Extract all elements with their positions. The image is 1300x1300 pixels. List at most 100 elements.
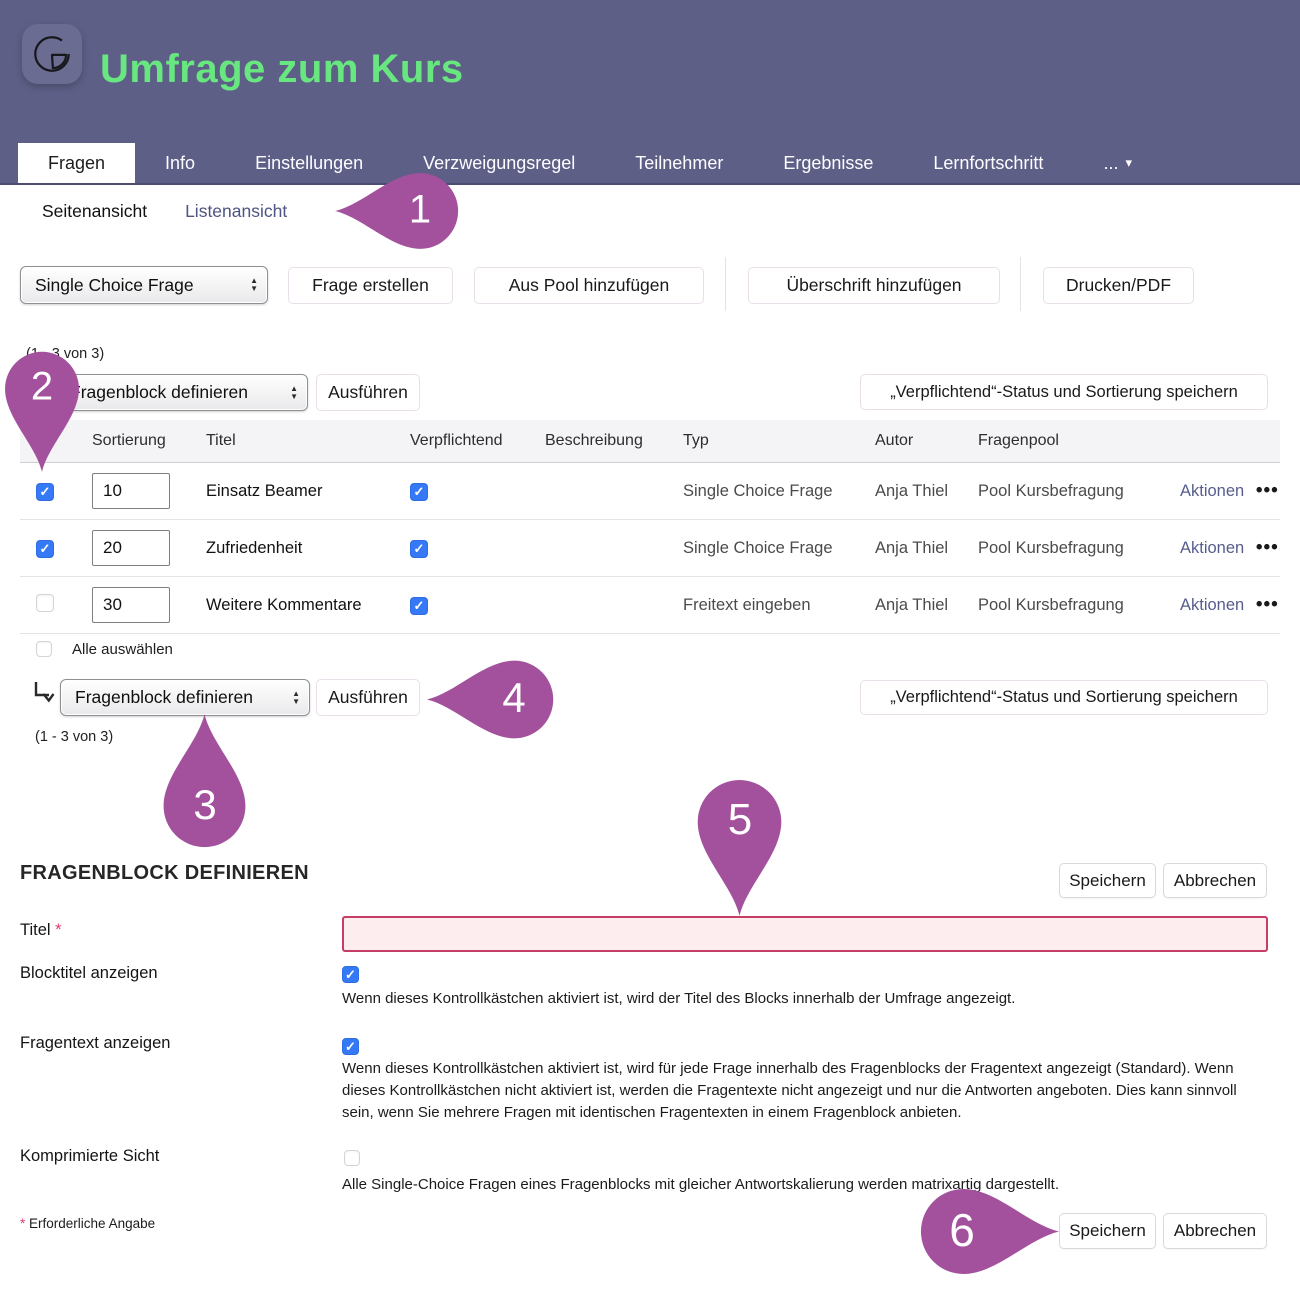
row-title: Zufriedenheit: [206, 538, 303, 557]
result-count-bottom: (1 - 3 von 3): [35, 729, 114, 745]
annotation-marker-2: [0, 350, 84, 472]
annotation-marker-3-number: 3: [193, 781, 217, 829]
execute-button-top[interactable]: Ausführen: [316, 374, 420, 411]
g-logo-icon: [34, 36, 70, 72]
print-pdf-button[interactable]: Drucken/PDF: [1043, 267, 1194, 304]
fragentext-label: Fragentext anzeigen: [20, 1034, 171, 1052]
actions-menu-icon[interactable]: •••: [1255, 594, 1279, 615]
required-asterisk: *: [20, 1216, 26, 1231]
annotation-marker-5: [692, 778, 787, 916]
tab-lernfortschritt[interactable]: Lernfortschritt: [933, 152, 1044, 173]
required-asterisk: *: [55, 921, 62, 939]
execute-button-bottom[interactable]: Ausführen: [316, 679, 420, 716]
batch-action-select-top[interactable]: Fragenblock definieren ▲ ▼: [55, 374, 308, 411]
batch-action-select-bottom[interactable]: Fragenblock definieren ▲ ▼: [60, 679, 310, 716]
tab-ergebnisse[interactable]: Ergebnisse: [783, 152, 874, 173]
row-pool: Pool Kursbefragung: [978, 538, 1124, 557]
select-all-row: Alle auswählen: [20, 632, 173, 666]
actions-link[interactable]: Aktionen: [1180, 539, 1245, 557]
save-status-sort-button-top[interactable]: „Verpflichtend“-Status und Sortierung sp…: [860, 374, 1268, 410]
row-author: Anja Thiel: [875, 481, 949, 500]
sort-input[interactable]: [92, 473, 170, 509]
table-row: ✓ Zufriedenheit ✓ Single Choice Frage An…: [20, 520, 1280, 577]
tab-fragen[interactable]: Fragen: [18, 143, 136, 183]
select-all-label: Alle auswählen: [72, 640, 173, 658]
tab-more[interactable]: ... ▾: [1073, 143, 1162, 183]
batch-action-select-bottom-value: Fragenblock definieren: [75, 687, 254, 707]
select-all-checkbox[interactable]: [36, 641, 52, 657]
row-select-checkbox[interactable]: [36, 593, 54, 612]
titel-label: Titel *: [20, 921, 62, 939]
save-status-sort-button-bottom[interactable]: „Verpflichtend“-Status und Sortierung sp…: [860, 680, 1268, 715]
toolbar-divider: [1020, 257, 1021, 311]
mandatory-checkbox[interactable]: ✓: [410, 596, 428, 615]
tab-einstellungen[interactable]: Einstellungen: [255, 152, 364, 173]
cancel-button-top[interactable]: Abbrechen: [1163, 863, 1267, 898]
view-switcher: Seitenansicht Listenansicht: [0, 185, 1300, 237]
row-author: Anja Thiel: [875, 595, 949, 614]
row-pool: Pool Kursbefragung: [978, 481, 1124, 500]
row-type: Single Choice Frage: [683, 538, 833, 557]
save-button-bottom[interactable]: Speichern: [1059, 1213, 1156, 1249]
tab-teilnehmer[interactable]: Teilnehmer: [635, 152, 724, 173]
col-sortierung: Sortierung: [92, 432, 166, 449]
subnav-seitenansicht[interactable]: Seitenansicht: [42, 200, 148, 221]
annotation-marker-4: [427, 655, 555, 744]
select-spinner-icon: ▲ ▼: [250, 276, 258, 293]
fragentext-description: Wenn dieses Kontrollkästchen aktiviert i…: [342, 1060, 1237, 1121]
toolbar-divider: [725, 257, 726, 311]
actions-link[interactable]: Aktionen: [1180, 596, 1245, 614]
cancel-button-bottom[interactable]: Abbrechen: [1163, 1213, 1267, 1249]
annotation-marker-6: [919, 1183, 1059, 1280]
actions-link[interactable]: Aktionen: [1180, 482, 1245, 500]
blocktitel-description: Wenn dieses Kontrollkästchen aktiviert i…: [342, 990, 1016, 1007]
required-note: * Erforderliche Angabe: [20, 1216, 156, 1231]
table-header-row: Sortierung Titel Verpflichtend Beschreib…: [20, 420, 1280, 463]
table-row: ✓ Einsatz Beamer ✓ Single Choice Frage A…: [20, 463, 1280, 520]
komprimierte-sicht-label: Komprimierte Sicht: [20, 1147, 160, 1165]
create-question-button[interactable]: Frage erstellen: [288, 267, 453, 304]
select-spinner-icon: ▲ ▼: [290, 383, 298, 401]
col-fragenpool: Fragenpool: [978, 432, 1059, 449]
col-autor: Autor: [875, 432, 914, 449]
app-header: Umfrage zum Kurs: [0, 0, 1300, 143]
mandatory-checkbox[interactable]: ✓: [410, 539, 428, 558]
actions-menu-icon[interactable]: •••: [1255, 537, 1279, 558]
col-titel: Titel: [206, 432, 236, 449]
question-type-select-value: Single Choice Frage: [35, 274, 194, 295]
komprimierte-sicht-checkbox[interactable]: [344, 1150, 360, 1166]
row-select-checkbox[interactable]: ✓: [36, 539, 54, 558]
sort-input[interactable]: [92, 530, 170, 566]
col-beschreibung: Beschreibung: [545, 432, 643, 449]
tab-info[interactable]: Info: [165, 152, 196, 173]
apply-to-selection-arrow-icon: [34, 682, 55, 703]
question-table: Sortierung Titel Verpflichtend Beschreib…: [20, 420, 1280, 634]
annotation-marker-4-number: 4: [502, 674, 526, 722]
app-logo: [22, 24, 82, 84]
add-from-pool-button[interactable]: Aus Pool hinzufügen: [474, 267, 704, 304]
save-button-top[interactable]: Speichern: [1059, 863, 1156, 898]
mandatory-checkbox[interactable]: ✓: [410, 482, 428, 501]
question-type-select[interactable]: Single Choice Frage ▲ ▼: [20, 266, 268, 304]
actions-menu-icon[interactable]: •••: [1255, 480, 1279, 501]
annotation-marker-5-number: 5: [727, 795, 753, 844]
titel-input[interactable]: [342, 916, 1268, 952]
row-title: Weitere Kommentare: [206, 595, 362, 614]
annotation-marker-3: [158, 714, 251, 849]
col-verpflichtend: Verpflichtend: [410, 432, 503, 449]
fragentext-checkbox[interactable]: ✓: [342, 1038, 359, 1055]
row-title: Einsatz Beamer: [206, 481, 323, 500]
add-heading-button[interactable]: Überschrift hinzufügen: [748, 267, 1000, 304]
blocktitel-checkbox[interactable]: ✓: [342, 966, 359, 983]
annotation-marker-2-number: 2: [30, 364, 54, 409]
annotation-marker-1: [335, 168, 460, 254]
row-type: Freitext eingeben: [683, 595, 811, 614]
sort-input[interactable]: [92, 587, 170, 623]
subnav-listenansicht[interactable]: Listenansicht: [185, 200, 288, 221]
row-select-checkbox[interactable]: ✓: [36, 482, 54, 501]
tab-more-label: ...: [1103, 152, 1119, 173]
row-author: Anja Thiel: [875, 538, 949, 557]
tab-verzweigungsregel[interactable]: Verzweigungsregel: [423, 152, 576, 173]
annotation-marker-1-number: 1: [408, 187, 432, 232]
